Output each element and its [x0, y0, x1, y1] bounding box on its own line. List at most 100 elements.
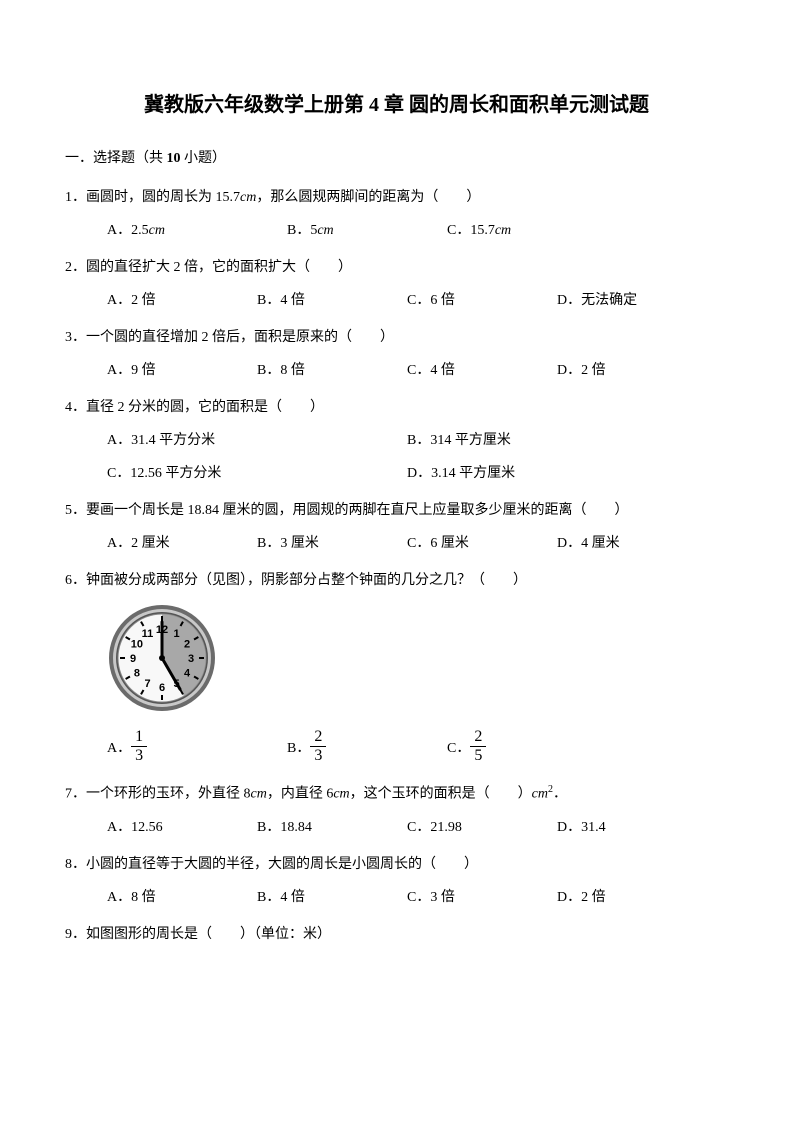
question-4-options: A．31.4 平方分米 B．314 平方厘米 C．12.56 平方分米 D．3.… — [65, 430, 728, 484]
q5-option-a: A．2 厘米 — [107, 533, 257, 554]
svg-text:4: 4 — [184, 668, 191, 680]
q7-t4: ． — [553, 787, 567, 802]
q6b-lbl: B． — [287, 738, 310, 759]
q7-option-c: C．21.98 — [407, 817, 557, 838]
q4-option-a: A．31.4 平方分米 — [107, 430, 407, 451]
section-1-header: 一．选择题（共 10 小题） — [65, 148, 728, 169]
question-3-options: A．9 倍 B．8 倍 C．4 倍 D．2 倍 — [65, 360, 728, 381]
q1b-u: cm — [317, 223, 333, 238]
section1-prefix: 一．选择题（共 — [65, 151, 167, 166]
q6a-num: 1 — [131, 728, 147, 747]
q7-t3: ，这个玉环的面积是（ ） — [350, 787, 532, 802]
q6c-lbl: C． — [447, 738, 470, 759]
question-7: 7．一个环形的玉环，外直径 8cm，内直径 6cm，这个玉环的面积是（ ）cm2… — [65, 782, 728, 838]
question-3: 3．一个圆的直径增加 2 倍后，面积是原来的（ ） A．9 倍 B．8 倍 C．… — [65, 327, 728, 381]
q7-option-b: B．18.84 — [257, 817, 407, 838]
q2-option-b: B．4 倍 — [257, 290, 407, 311]
q6c-num: 2 — [470, 728, 486, 747]
q8-option-b: B．4 倍 — [257, 887, 407, 908]
q6-option-a: A． 13 — [107, 730, 287, 766]
q6b-fraction: 23 — [310, 728, 326, 764]
question-9: 9．如图图形的周长是（ ）（单位：米） — [65, 924, 728, 945]
q6b-den: 3 — [310, 747, 326, 765]
question-6: 6．钟面被分成两部分（见图），阴影部分占整个钟面的几分之几？（ ） 121234… — [65, 570, 728, 766]
question-5-options: A．2 厘米 B．3 厘米 C．6 厘米 D．4 厘米 — [65, 533, 728, 554]
svg-text:7: 7 — [144, 678, 150, 690]
q3-option-b: B．8 倍 — [257, 360, 407, 381]
svg-text:3: 3 — [188, 653, 194, 665]
q3-option-c: C．4 倍 — [407, 360, 557, 381]
question-1-text: 1．画圆时，圆的周长为 15.7cm，那么圆规两脚间的距离为（ ） — [65, 187, 728, 208]
q6c-fraction: 25 — [470, 728, 486, 764]
question-6-text: 6．钟面被分成两部分（见图），阴影部分占整个钟面的几分之几？（ ） — [65, 570, 728, 591]
q6c-den: 5 — [470, 747, 486, 765]
question-3-text: 3．一个圆的直径增加 2 倍后，面积是原来的（ ） — [65, 327, 728, 348]
q7-option-a: A．12.56 — [107, 817, 257, 838]
q4-option-d: D．3.14 平方厘米 — [407, 463, 707, 484]
q2-option-a: A．2 倍 — [107, 290, 257, 311]
section1-count: 10 — [167, 151, 181, 166]
svg-text:11: 11 — [142, 628, 154, 640]
q3-option-d: D．2 倍 — [557, 360, 707, 381]
q5-option-b: B．3 厘米 — [257, 533, 407, 554]
q1c-u: cm — [495, 223, 511, 238]
q6-option-b: B． 23 — [287, 730, 447, 766]
q7-u3: cm — [532, 787, 548, 802]
q6a-den: 3 — [131, 747, 147, 765]
q5-option-d: D．4 厘米 — [557, 533, 707, 554]
page-title: 冀教版六年级数学上册第 4 章 圆的周长和面积单元测试题 — [65, 90, 728, 120]
q5-option-c: C．6 厘米 — [407, 533, 557, 554]
q8-option-d: D．2 倍 — [557, 887, 707, 908]
q6b-num: 2 — [310, 728, 326, 747]
q1-option-c: C．15.7cm — [447, 220, 607, 241]
question-7-text: 7．一个环形的玉环，外直径 8cm，内直径 6cm，这个玉环的面积是（ ）cm2… — [65, 782, 728, 805]
question-8-options: A．8 倍 B．4 倍 C．3 倍 D．2 倍 — [65, 887, 728, 908]
q1-t1: 1．画圆时，圆的周长为 15.7 — [65, 190, 240, 205]
question-2-text: 2．圆的直径扩大 2 倍，它的面积扩大（ ） — [65, 257, 728, 278]
q3-option-a: A．9 倍 — [107, 360, 257, 381]
q8-option-a: A．8 倍 — [107, 887, 257, 908]
q1-option-a: A．2.5cm — [107, 220, 287, 241]
q4-option-b: B．314 平方厘米 — [407, 430, 707, 451]
q1-option-b: B．5cm — [287, 220, 447, 241]
q8-option-c: C．3 倍 — [407, 887, 557, 908]
q1a-p: A．2.5 — [107, 223, 149, 238]
section1-suffix: 小题） — [181, 151, 227, 166]
svg-text:2: 2 — [184, 639, 190, 651]
question-8: 8．小圆的直径等于大圆的半径，大圆的周长是小圆周长的（ ） A．8 倍 B．4 … — [65, 854, 728, 908]
q2-option-c: C．6 倍 — [407, 290, 557, 311]
question-4-text: 4．直径 2 分米的圆，它的面积是（ ） — [65, 397, 728, 418]
q6a-lbl: A． — [107, 738, 131, 759]
question-1: 1．画圆时，圆的周长为 15.7cm，那么圆规两脚间的距离为（ ） A．2.5c… — [65, 187, 728, 241]
q7-t1: 7．一个环形的玉环，外直径 8 — [65, 787, 251, 802]
svg-text:1: 1 — [173, 628, 179, 640]
q7-option-d: D．31.4 — [557, 817, 707, 838]
question-9-text: 9．如图图形的周长是（ ）（单位：米） — [65, 924, 728, 945]
title-prefix: 冀教版六年级数学上册第 — [144, 94, 369, 116]
q7-u2: cm — [333, 787, 349, 802]
title-suffix: 章 圆的周长和面积单元测试题 — [379, 94, 649, 116]
q1b-p: B．5 — [287, 223, 317, 238]
question-6-figure: 121234567891011 — [65, 603, 728, 720]
question-2: 2．圆的直径扩大 2 倍，它的面积扩大（ ） A．2 倍 B．4 倍 C．6 倍… — [65, 257, 728, 311]
svg-text:10: 10 — [131, 639, 143, 651]
question-2-options: A．2 倍 B．4 倍 C．6 倍 D．无法确定 — [65, 290, 728, 311]
clock-icon: 121234567891011 — [107, 603, 217, 713]
title-chapter-num: 4 — [369, 94, 379, 116]
svg-text:8: 8 — [134, 668, 140, 680]
question-5-text: 5．要画一个周长是 18.84 厘米的圆，用圆规的两脚在直尺上应量取多少厘米的距… — [65, 500, 728, 521]
q1-unit: cm — [240, 190, 256, 205]
q7-u1: cm — [251, 787, 267, 802]
question-8-text: 8．小圆的直径等于大圆的半径，大圆的周长是小圆周长的（ ） — [65, 854, 728, 875]
svg-text:9: 9 — [130, 653, 136, 665]
q4-option-c: C．12.56 平方分米 — [107, 463, 407, 484]
q7-t2: ，内直径 6 — [267, 787, 334, 802]
question-1-options: A．2.5cm B．5cm C．15.7cm — [65, 220, 728, 241]
question-7-options: A．12.56 B．18.84 C．21.98 D．31.4 — [65, 817, 728, 838]
question-5: 5．要画一个周长是 18.84 厘米的圆，用圆规的两脚在直尺上应量取多少厘米的距… — [65, 500, 728, 554]
q6-option-c: C． 25 — [447, 730, 607, 766]
q1-t2: ，那么圆规两脚间的距离为（ ） — [256, 190, 480, 205]
q6a-fraction: 13 — [131, 728, 147, 764]
svg-text:6: 6 — [159, 682, 165, 694]
q2-option-d: D．无法确定 — [557, 290, 707, 311]
